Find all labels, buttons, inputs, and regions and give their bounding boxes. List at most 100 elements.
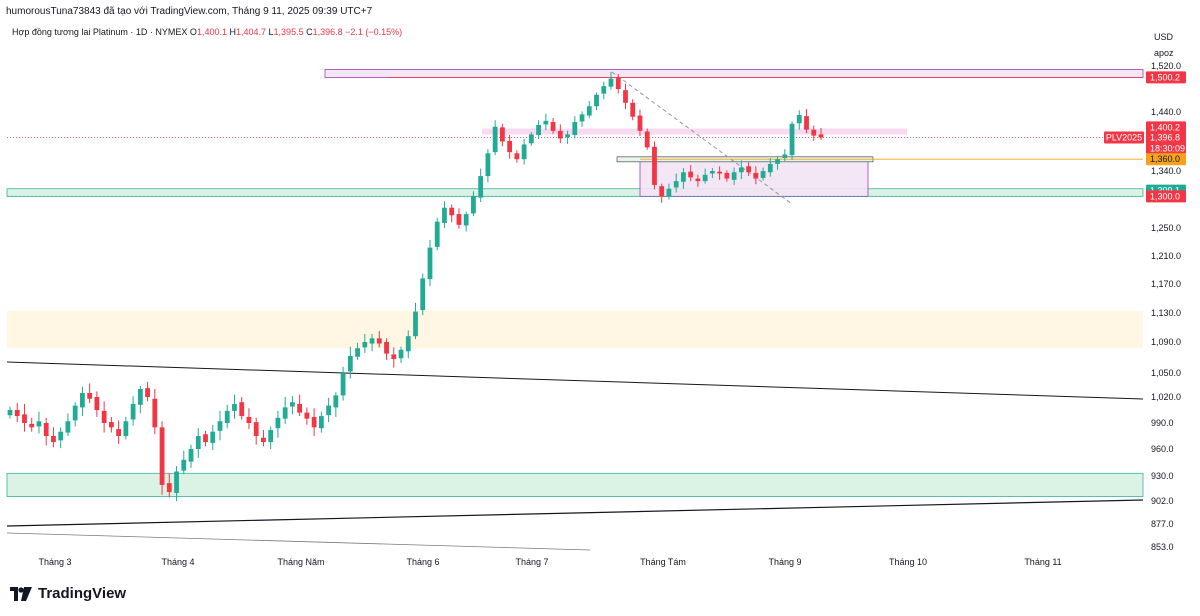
candle [398, 346, 404, 363]
candle-body [811, 129, 817, 136]
candle-body [137, 389, 143, 405]
candle-body [391, 354, 397, 360]
candle-body [796, 114, 802, 124]
candle-body [80, 393, 85, 408]
trendline-dashed[interactable] [611, 71, 793, 205]
candle-body [630, 102, 636, 117]
svg-text:1,300.0: 1,300.0 [1150, 191, 1180, 201]
trendline-lower[interactable] [6, 499, 1144, 527]
candle-body [166, 483, 172, 493]
candle-body [586, 106, 592, 116]
legend: Hợp đồng tương lai Platinum · 1D · NYMEX… [12, 27, 402, 37]
candle [449, 204, 455, 223]
price-tick-label: 960.0 [1151, 444, 1174, 454]
time-tick-label: Tháng 10 [889, 557, 927, 567]
candle-body [623, 90, 628, 103]
close-label: C [306, 27, 313, 37]
candle-body [7, 410, 13, 416]
candle-body [232, 403, 237, 411]
candle [217, 410, 223, 441]
candle-body [29, 423, 35, 428]
candle [311, 408, 317, 436]
candle [87, 383, 93, 404]
candle-body [239, 402, 245, 417]
candle-body [123, 421, 129, 436]
candle [594, 92, 599, 111]
tradingview-logo-icon [10, 586, 32, 601]
candle-body [478, 176, 484, 198]
time-tick-label: Tháng 4 [161, 557, 194, 567]
candle [369, 334, 375, 352]
candle-body [376, 338, 382, 344]
candle-body [304, 412, 310, 419]
candle [804, 109, 809, 134]
candle-body [290, 402, 295, 407]
open-value: 1,400.1 [196, 27, 227, 37]
candle [746, 162, 751, 177]
price-tick-label: 1,210.0 [1151, 251, 1181, 261]
price-tag: 1,400.2 [1146, 121, 1186, 134]
price-tick-label: 1,050.0 [1151, 368, 1181, 378]
candle [659, 183, 665, 203]
candle [760, 167, 766, 181]
candle-body [384, 342, 389, 354]
candle [326, 397, 332, 423]
candle [152, 389, 158, 435]
candle [673, 173, 679, 193]
svg-text:1,500.2: 1,500.2 [1150, 72, 1180, 82]
candle [775, 156, 780, 170]
candle-body [261, 437, 266, 443]
candle-body [203, 434, 208, 443]
candle [405, 330, 411, 359]
candle-body [434, 221, 440, 247]
candle [615, 74, 621, 94]
candle [709, 168, 715, 178]
candle [789, 121, 795, 160]
price-tick-label: 1,340.0 [1151, 166, 1181, 176]
candle [347, 346, 353, 379]
trendline-bottom[interactable] [6, 532, 591, 551]
price-axis: 1,520.0 1,440.0 1,340.0 1,250.0 1,210.0 1,170… [1151, 61, 1181, 552]
user-label: apoz [1154, 48, 1174, 58]
candle-body [253, 422, 259, 436]
price-tags: 1,500.2 1,400.21,396.818:30:09 PLV2025 1,36… [1104, 71, 1186, 203]
candle-body [789, 123, 795, 156]
candle-body [405, 336, 411, 352]
candle [108, 416, 114, 433]
price-tick-label: 1,250.0 [1151, 223, 1181, 233]
candle-body [51, 436, 56, 443]
candle-body [543, 120, 549, 125]
candle [36, 411, 42, 434]
zone-support-band [6, 188, 1144, 197]
candle-body [145, 388, 150, 397]
candle [203, 430, 208, 447]
candle [51, 427, 56, 448]
candle [43, 417, 49, 446]
candle-body [420, 278, 426, 311]
price-tick-label: 1,130.0 [1151, 308, 1181, 318]
price-tick-label: 1,020.0 [1151, 392, 1181, 402]
candle [290, 396, 295, 415]
candle [499, 123, 505, 147]
candle [528, 132, 534, 146]
trendline-upper[interactable] [6, 361, 1144, 400]
candle-body [463, 214, 469, 226]
candle [174, 466, 179, 501]
candle-body [485, 153, 491, 177]
candle [130, 396, 136, 426]
candle-body [58, 431, 64, 441]
candle [738, 160, 744, 180]
candle-body [36, 421, 42, 427]
price-tick-label: 1,170.0 [1151, 279, 1181, 289]
candle [456, 208, 462, 229]
candle-body [608, 78, 614, 87]
tradingview-brand[interactable]: TradingView [10, 585, 126, 602]
candle [65, 413, 71, 436]
candle [767, 158, 773, 177]
candle-body [159, 427, 165, 485]
candle [717, 166, 723, 180]
candle-body [369, 338, 375, 344]
candle-body [116, 429, 122, 436]
candle-body [108, 422, 114, 428]
